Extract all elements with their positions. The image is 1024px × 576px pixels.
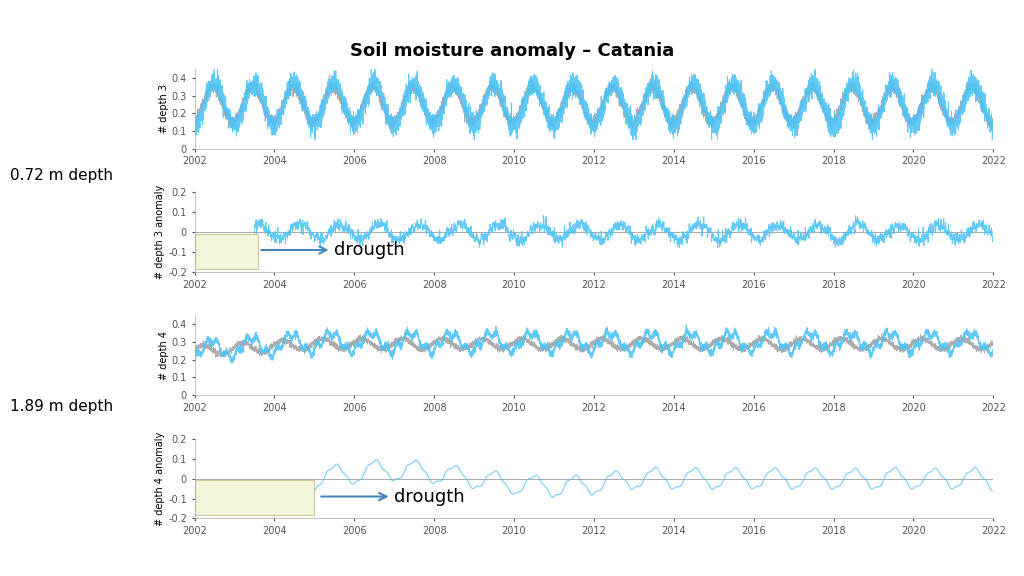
- Text: Università
di Catania: Università di Catania: [846, 12, 896, 34]
- Text: EGU General
Assembly 2023: EGU General Assembly 2023: [65, 9, 171, 37]
- Text: 1.89 m depth: 1.89 m depth: [10, 399, 114, 414]
- Y-axis label: # depth 3: # depth 3: [159, 84, 169, 134]
- Y-axis label: # depth 4: # depth 4: [159, 331, 169, 380]
- Text: drougth: drougth: [322, 487, 465, 506]
- Text: Soil moisture anomaly – Catania: Soil moisture anomaly – Catania: [350, 43, 674, 60]
- FancyBboxPatch shape: [195, 234, 258, 269]
- Text: DICAR: DICAR: [972, 18, 1006, 28]
- Text: drougth: drougth: [261, 241, 404, 259]
- Text: 0.72 m depth: 0.72 m depth: [10, 168, 114, 183]
- Y-axis label: # depth 4 anomaly: # depth 4 anomaly: [156, 431, 165, 526]
- Y-axis label: # depth 3 anomaly: # depth 3 anomaly: [156, 185, 165, 279]
- FancyBboxPatch shape: [195, 480, 314, 516]
